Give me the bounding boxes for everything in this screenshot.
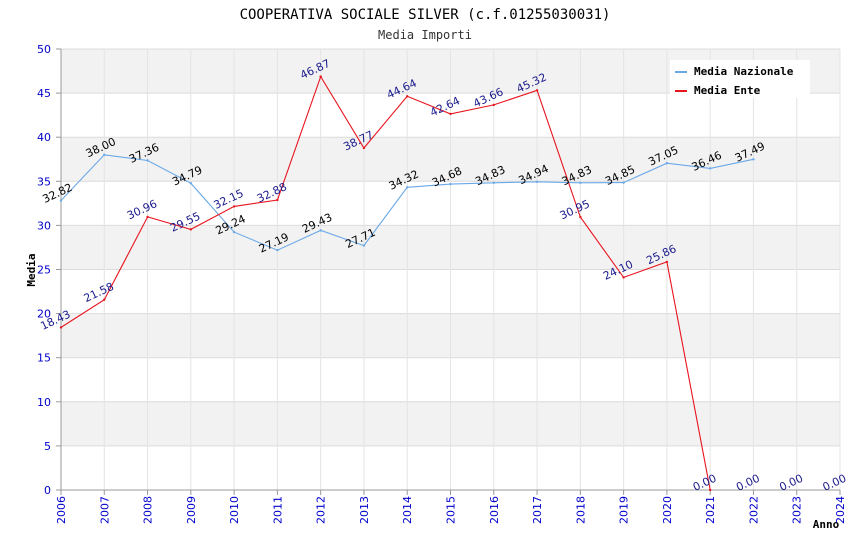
data-point bbox=[535, 89, 539, 92]
y-tick-label: 40 bbox=[37, 131, 51, 144]
x-tick-label: 2022 bbox=[747, 496, 760, 524]
y-tick-label: 10 bbox=[37, 396, 51, 409]
x-tick-label: 2013 bbox=[358, 496, 371, 524]
y-tick-label: 20 bbox=[37, 308, 51, 321]
data-point bbox=[362, 244, 366, 247]
data-point bbox=[59, 199, 63, 202]
data-point bbox=[232, 205, 236, 208]
axes: 0 5 10 15 20 25 30 35 40 45 50 2006 2007 2008 2009 2010… bbox=[37, 43, 847, 524]
data-point bbox=[103, 298, 106, 301]
x-tick-label: 2012 bbox=[315, 496, 328, 524]
series-lines bbox=[59, 75, 755, 492]
data-point bbox=[276, 248, 279, 252]
data-point bbox=[579, 215, 582, 219]
x-tick-label: 2007 bbox=[98, 496, 111, 524]
data-point bbox=[276, 198, 279, 202]
x-tick-label: 2021 bbox=[704, 496, 717, 524]
data-point bbox=[449, 182, 452, 186]
x-tick-label: 2009 bbox=[185, 496, 198, 524]
y-tick-label: 25 bbox=[37, 264, 51, 277]
x-tick-label: 2014 bbox=[401, 496, 414, 524]
data-point bbox=[492, 181, 495, 184]
data-point bbox=[665, 162, 669, 165]
y-tick-label: 30 bbox=[37, 219, 51, 232]
y-tick-label: 45 bbox=[37, 87, 51, 100]
x-tick-label: 2024 bbox=[834, 496, 847, 524]
data-point bbox=[189, 181, 193, 185]
data-point bbox=[622, 276, 625, 279]
data-point bbox=[103, 153, 106, 157]
data-point bbox=[622, 181, 625, 184]
y-tick-label: 50 bbox=[37, 43, 51, 56]
x-tick-label: 2006 bbox=[55, 496, 68, 524]
x-tick-label: 2015 bbox=[445, 496, 458, 524]
data-point bbox=[535, 180, 539, 184]
data-point bbox=[579, 181, 582, 184]
x-tick-label: 2011 bbox=[271, 496, 284, 524]
data-point bbox=[708, 488, 712, 492]
legend-box bbox=[670, 60, 810, 98]
x-tick-label: 2023 bbox=[791, 496, 804, 524]
series-line-media-ente bbox=[60, 75, 711, 491]
data-point bbox=[406, 186, 409, 189]
data-point bbox=[665, 260, 669, 264]
x-tick-label: 2019 bbox=[618, 496, 631, 524]
data-point bbox=[146, 159, 149, 162]
y-tick-label: 5 bbox=[44, 440, 51, 453]
data-point bbox=[406, 95, 409, 98]
x-tick-label: 2017 bbox=[531, 496, 544, 524]
x-tick-label: 2018 bbox=[574, 496, 587, 524]
x-tick-label: 2010 bbox=[228, 496, 241, 524]
y-tick-label: 15 bbox=[37, 352, 51, 365]
x-axis-label: Anno bbox=[813, 518, 840, 531]
data-point bbox=[449, 112, 452, 116]
data-point bbox=[319, 75, 322, 78]
legend-label-media-nazionale: Media Nazionale bbox=[694, 65, 794, 78]
data-point bbox=[59, 326, 63, 329]
data-point bbox=[146, 215, 149, 219]
data-point bbox=[752, 158, 755, 161]
data-point bbox=[232, 230, 236, 234]
chart-subtitle: Media Importi bbox=[378, 28, 472, 42]
y-tick-label: 35 bbox=[37, 175, 51, 188]
legend-label-media-ente: Media Ente bbox=[694, 84, 761, 97]
x-tick-label: 2016 bbox=[488, 496, 501, 524]
data-point bbox=[708, 167, 712, 170]
data-point bbox=[492, 103, 495, 107]
data-point bbox=[319, 229, 322, 232]
legend: Media Nazionale Media Ente bbox=[670, 60, 810, 98]
chart-title: COOPERATIVA SOCIALE SILVER (c.f.01255030… bbox=[240, 7, 611, 23]
data-point bbox=[362, 146, 366, 150]
y-axis-label: Media bbox=[25, 253, 38, 286]
x-tick-label: 2008 bbox=[142, 496, 155, 524]
y-tick-label: 0 bbox=[44, 484, 51, 497]
x-tick-label: 2020 bbox=[661, 496, 674, 524]
data-point bbox=[189, 228, 193, 231]
